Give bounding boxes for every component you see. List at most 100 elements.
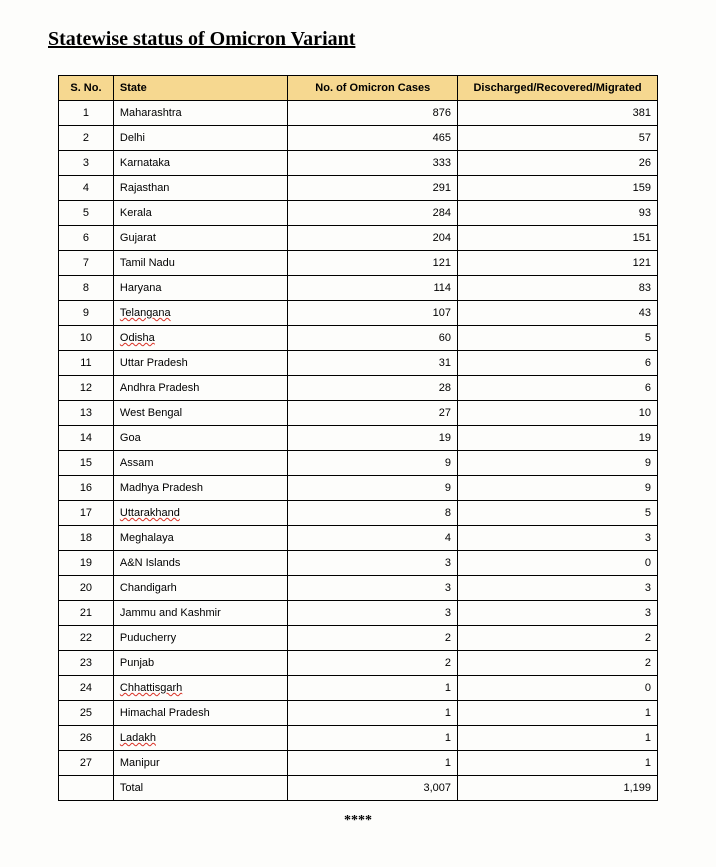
cell-cases: 1 [288,676,458,701]
cell-discharged: 9 [458,451,658,476]
table-row: 5Kerala28493 [59,201,658,226]
cell-sno: 11 [59,351,114,376]
cell-discharged: 5 [458,501,658,526]
cell-cases: 284 [288,201,458,226]
cell-discharged: 2 [458,651,658,676]
cell-sno-total [59,776,114,801]
cell-discharged: 6 [458,376,658,401]
cell-state: Uttarakhand [113,501,288,526]
table-row: 25Himachal Pradesh11 [59,701,658,726]
table-row: 4Rajasthan291159 [59,176,658,201]
cell-cases: 3 [288,576,458,601]
cell-sno: 10 [59,326,114,351]
table-row: 23Punjab22 [59,651,658,676]
cell-state: Kerala [113,201,288,226]
omicron-table: S. No. State No. of Omicron Cases Discha… [58,75,658,801]
cell-discharged: 43 [458,301,658,326]
cell-state: Chhattisgarh [113,676,288,701]
table-row: 19A&N Islands30 [59,551,658,576]
cell-sno: 26 [59,726,114,751]
table-row: 7Tamil Nadu121121 [59,251,658,276]
table-row: 9Telangana10743 [59,301,658,326]
cell-cases: 333 [288,151,458,176]
cell-sno: 5 [59,201,114,226]
cell-total-cases: 3,007 [288,776,458,801]
table-row: 13West Bengal2710 [59,401,658,426]
cell-cases: 291 [288,176,458,201]
cell-state: Madhya Pradesh [113,476,288,501]
cell-state: Rajasthan [113,176,288,201]
cell-cases: 114 [288,276,458,301]
cell-sno: 27 [59,751,114,776]
cell-discharged: 381 [458,101,658,126]
header-discharged: Discharged/Recovered/Migrated [458,76,658,101]
cell-discharged: 0 [458,676,658,701]
cell-discharged: 83 [458,276,658,301]
table-row: 14Goa1919 [59,426,658,451]
cell-discharged: 159 [458,176,658,201]
cell-discharged: 121 [458,251,658,276]
cell-sno: 9 [59,301,114,326]
table-row: 17Uttarakhand85 [59,501,658,526]
cell-discharged: 0 [458,551,658,576]
cell-sno: 14 [59,426,114,451]
cell-discharged: 3 [458,576,658,601]
table-row: 26Ladakh11 [59,726,658,751]
cell-discharged: 3 [458,526,658,551]
table-row: 8Haryana11483 [59,276,658,301]
cell-sno: 15 [59,451,114,476]
cell-total-discharged: 1,199 [458,776,658,801]
cell-state: Karnataka [113,151,288,176]
table-row: 24Chhattisgarh10 [59,676,658,701]
cell-cases: 3 [288,601,458,626]
cell-discharged: 6 [458,351,658,376]
cell-cases: 19 [288,426,458,451]
cell-cases: 60 [288,326,458,351]
cell-sno: 6 [59,226,114,251]
cell-cases: 9 [288,476,458,501]
cell-state: Telangana [113,301,288,326]
cell-discharged: 2 [458,626,658,651]
cell-sno: 1 [59,101,114,126]
cell-cases: 876 [288,101,458,126]
table-body: 1Maharashtra8763812Delhi465573Karnataka3… [59,101,658,801]
footer-mark: **** [30,813,686,829]
cell-state: Punjab [113,651,288,676]
table-row: 18Meghalaya43 [59,526,658,551]
cell-sno: 17 [59,501,114,526]
table-total-row: Total3,0071,199 [59,776,658,801]
cell-state: Jammu and Kashmir [113,601,288,626]
cell-sno: 4 [59,176,114,201]
cell-state: Assam [113,451,288,476]
cell-cases: 28 [288,376,458,401]
cell-sno: 18 [59,526,114,551]
cell-cases: 121 [288,251,458,276]
cell-cases: 1 [288,701,458,726]
cell-sno: 25 [59,701,114,726]
cell-total-label: Total [113,776,288,801]
cell-sno: 8 [59,276,114,301]
cell-discharged: 5 [458,326,658,351]
page-title: Statewise status of Omicron Variant [48,28,686,51]
table-row: 10Odisha605 [59,326,658,351]
cell-sno: 19 [59,551,114,576]
cell-sno: 22 [59,626,114,651]
cell-state: Maharashtra [113,101,288,126]
cell-state: Odisha [113,326,288,351]
cell-cases: 1 [288,751,458,776]
cell-state: Himachal Pradesh [113,701,288,726]
cell-discharged: 3 [458,601,658,626]
table-row: 3Karnataka33326 [59,151,658,176]
cell-state: West Bengal [113,401,288,426]
cell-cases: 2 [288,651,458,676]
cell-sno: 12 [59,376,114,401]
cell-state: Ladakh [113,726,288,751]
cell-cases: 4 [288,526,458,551]
table-row: 27Manipur11 [59,751,658,776]
cell-state: Meghalaya [113,526,288,551]
cell-discharged: 57 [458,126,658,151]
table-row: 6Gujarat204151 [59,226,658,251]
table-row: 16Madhya Pradesh99 [59,476,658,501]
cell-state: A&N Islands [113,551,288,576]
table-row: 1Maharashtra876381 [59,101,658,126]
